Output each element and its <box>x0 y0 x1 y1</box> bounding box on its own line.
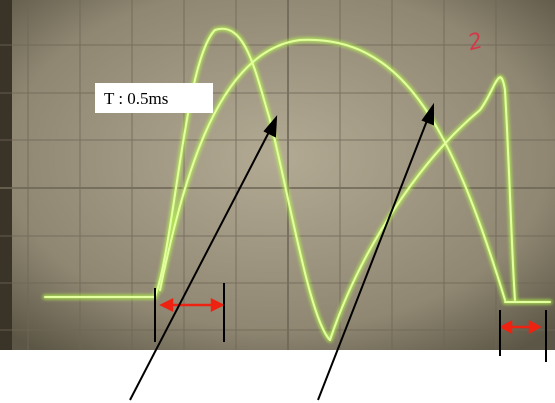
handwritten-mark: 2 <box>465 28 485 56</box>
label-box <box>95 83 213 113</box>
pointer-arrows <box>129 102 434 401</box>
time-markers <box>154 283 547 362</box>
traces <box>42 26 553 343</box>
red-arrows <box>159 297 542 335</box>
screen-edge <box>0 0 12 350</box>
period-label: T : 0.5ms <box>104 89 168 108</box>
